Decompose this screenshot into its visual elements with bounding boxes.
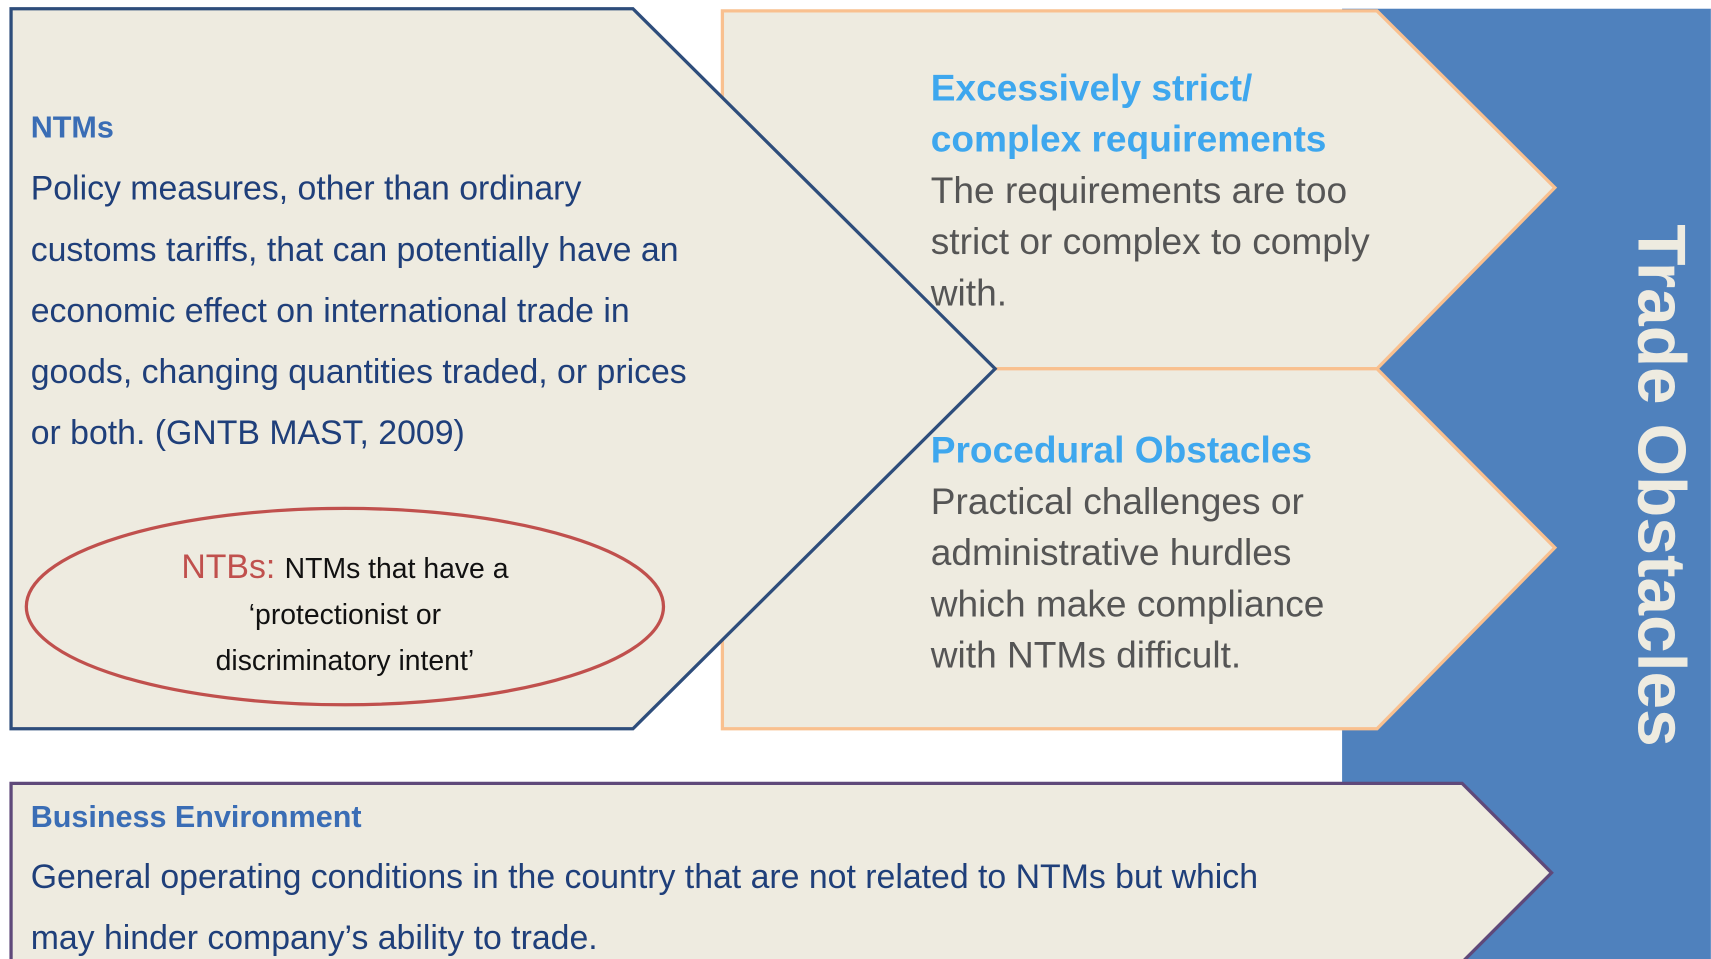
ntbs-line: discriminatory intent’	[216, 645, 474, 677]
obstacle-heading: Excessively strict/	[931, 66, 1253, 108]
obstacle-line: which make compliance	[930, 582, 1325, 624]
business-line: may hinder company’s ability to trade.	[31, 919, 598, 957]
ntms-line: goods, changing quantities traded, or pr…	[31, 353, 687, 391]
ntbs-ellipse	[24, 506, 666, 707]
ntms-box	[9, 7, 998, 731]
ntbs-label: NTBs: NTMs that have a	[181, 548, 508, 586]
ntbs-line: NTMs that have a	[285, 553, 509, 585]
obstacle-heading: Procedural Obstacles	[931, 429, 1312, 471]
ntms-line: customs tariffs, that can potentially ha…	[31, 231, 679, 269]
business-heading: Business Environment	[31, 800, 362, 834]
side-title: Trade Obstacles	[1623, 224, 1698, 746]
business-line: General operating conditions in the coun…	[31, 858, 1258, 896]
ntbs-line: ‘protectionist or	[249, 599, 441, 631]
ntbs-label-text: NTBs:	[181, 548, 275, 586]
ntms-line: Policy measures, other than ordinary	[31, 170, 582, 208]
obstacle-line: Practical challenges or	[931, 480, 1304, 522]
obstacle-heading: complex requirements	[931, 118, 1327, 160]
ntms-line: or both. (GNTB MAST, 2009)	[31, 414, 465, 452]
business-box	[9, 781, 1554, 959]
obstacle-line: strict or complex to comply	[931, 220, 1370, 262]
ntms-line: economic effect on international trade i…	[31, 292, 630, 330]
chevron-bottom	[720, 367, 1558, 731]
obstacle-line: with NTMs difficult.	[930, 634, 1241, 676]
obstacle-line: with.	[930, 271, 1007, 313]
ntms-heading: NTMs	[31, 110, 114, 144]
obstacle-line: administrative hurdles	[931, 531, 1292, 573]
obstacle-line: The requirements are too	[931, 169, 1347, 211]
